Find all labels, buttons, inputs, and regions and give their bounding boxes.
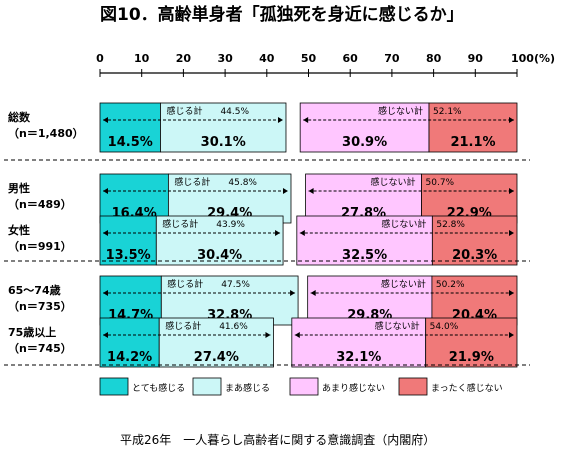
bar-value-label: 27.4% [194, 350, 239, 365]
x-tick-label: 0 [96, 52, 104, 65]
bar-segment [291, 317, 427, 368]
separators [4, 159, 530, 366]
bar-segment [158, 317, 274, 368]
bar-value-label: 32.5% [342, 248, 387, 263]
x-axis: 0 10 20 30 40 50 60 70 80 90 100(%) [96, 52, 555, 77]
legend-label: まったく感じない [431, 382, 503, 394]
not-feel-total-label: 感じない計 [381, 218, 426, 230]
bar-segment [421, 173, 518, 224]
category-n-label: （n＝735） [8, 300, 72, 313]
bar-segment [99, 102, 161, 153]
feel-total-label: 感じる計 [167, 278, 203, 290]
category-n-label: （n＝991） [8, 240, 72, 253]
not-feel-total-value: 52.8% [436, 220, 465, 230]
bar-value-label: 14.5% [108, 135, 153, 150]
x-tick-label: 90 [468, 52, 484, 65]
x-tick-label: 10 [134, 52, 150, 65]
legend-swatch [289, 377, 319, 396]
feel-total-value: 45.8% [228, 178, 257, 188]
bar-segment [99, 215, 157, 266]
bar-segment [155, 215, 284, 266]
not-feel-total-value: 50.2% [436, 280, 465, 290]
chart-title: 図10．高齢単身者「孤独死を身近に感じるか」 [100, 4, 464, 25]
category-label: 女性 [8, 223, 30, 237]
bar-segment [299, 102, 430, 153]
legend-label: とても感じる [132, 382, 185, 394]
bar-value-label: 14.2% [107, 350, 152, 365]
feel-total-label: 感じる計 [165, 320, 201, 332]
not-feel-total-label: 感じない計 [378, 105, 423, 117]
bar-segment [428, 102, 518, 153]
category-label: 男性 [8, 181, 30, 195]
bar-segment [305, 173, 422, 224]
not-feel-total-label: 感じない計 [375, 320, 420, 332]
not-feel-total-label: 感じない計 [370, 176, 415, 188]
x-tick-label: 60 [343, 52, 359, 65]
x-tick-label: 50 [301, 52, 317, 65]
bar-segment [160, 102, 287, 153]
bar-value-label: 13.5% [106, 248, 151, 263]
bar-value-label: 20.3% [452, 248, 497, 263]
bar-value-label: 30.1% [201, 135, 246, 150]
category-label: 65～74歳 [8, 283, 61, 297]
legend: とても感じる まあ感じる あまり感じない まったく感じない [99, 377, 503, 396]
category-label: 総数 [8, 110, 31, 124]
category-label: 75歳以上 [8, 325, 56, 339]
category-labels: 総数 （n＝1,480） 男性 （n＝489） 女性 （n＝991） 65～74歳 （n＝73… [8, 110, 84, 355]
bar-segment [296, 215, 433, 266]
feel-total-value: 41.6% [219, 322, 248, 332]
category-n-label: （n＝745） [8, 342, 72, 355]
bar-segment [167, 173, 292, 224]
feel-total-label: 感じる計 [166, 105, 202, 117]
bars: 14.5% 30.1% 30.9% 21.1% 感じる計 44.5% 感じない計 52.1% 1… [99, 102, 518, 368]
feel-total-value: 44.5% [220, 107, 249, 117]
source-note: 平成26年 一人暮らし高齢者に関する意識調査（内閣府） [120, 432, 435, 447]
x-tick-label: 80 [426, 52, 442, 65]
x-tick-label: 20 [176, 52, 192, 65]
x-tick-label: 30 [217, 52, 233, 65]
bar-segment [425, 317, 518, 368]
x-tick-label: 70 [384, 52, 400, 65]
category-n-label: （n＝489） [8, 198, 72, 211]
not-feel-total-value: 50.7% [426, 178, 455, 188]
bar-segment [160, 275, 299, 326]
legend-label: まあ感じる [225, 382, 270, 394]
legend-swatch [398, 377, 428, 396]
feel-total-label: 感じる計 [162, 218, 198, 230]
legend-label: あまり感じない [322, 382, 385, 394]
bar-value-label: 21.9% [449, 350, 494, 365]
bar-value-label: 30.4% [197, 248, 242, 263]
x-tick-label: 40 [259, 52, 275, 65]
bar-value-label: 32.1% [336, 350, 381, 365]
not-feel-total-label: 感じない計 [381, 278, 426, 290]
bar-segment [431, 215, 518, 266]
x-tick-label: 100(%) [511, 52, 555, 65]
feel-total-value: 43.9% [216, 220, 245, 230]
not-feel-total-value: 52.1% [433, 107, 462, 117]
bar-segment [307, 275, 433, 326]
feel-total-label: 感じる計 [174, 176, 210, 188]
not-feel-total-value: 54.0% [430, 322, 459, 332]
bar-value-label: 21.1% [450, 135, 495, 150]
legend-swatch [99, 377, 129, 396]
category-n-label: （n＝1,480） [8, 127, 84, 140]
bar-segment [99, 173, 169, 224]
legend-swatch [192, 377, 222, 396]
feel-total-value: 47.5% [221, 280, 250, 290]
bar-value-label: 30.9% [342, 135, 387, 150]
